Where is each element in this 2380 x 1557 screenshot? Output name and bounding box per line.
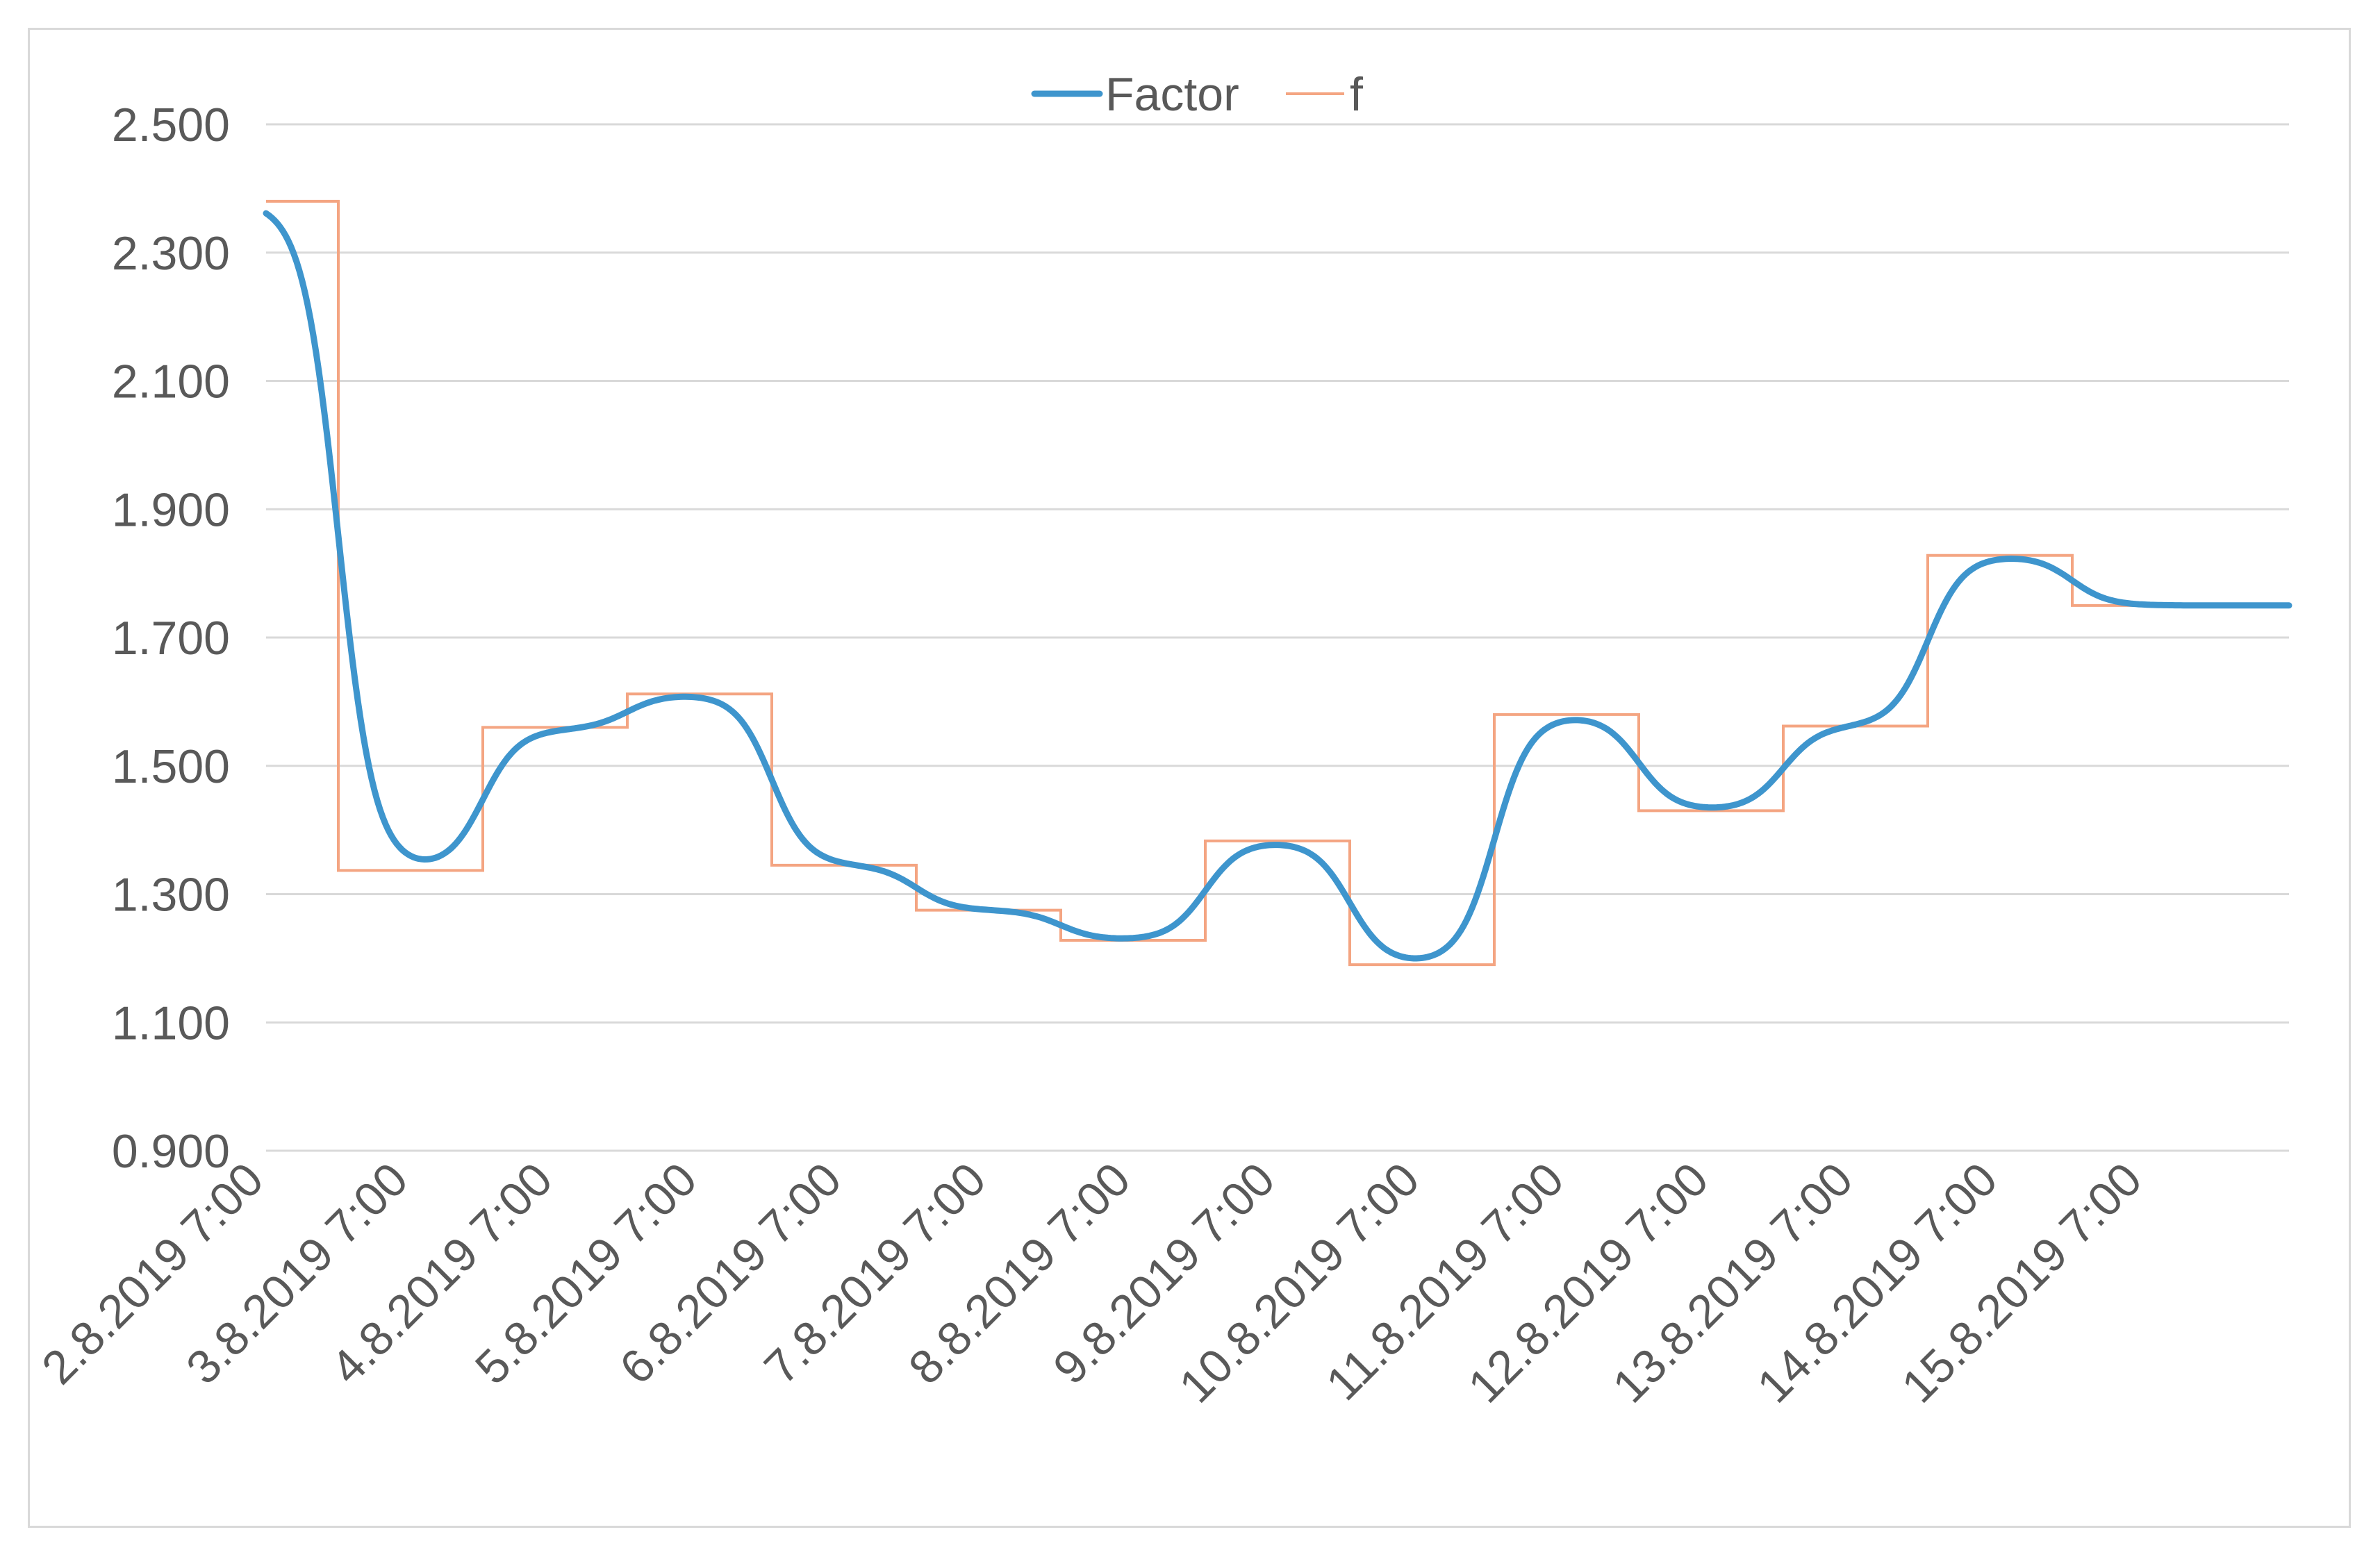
y-axis-tick-labels: 0.900 1.100 1.300 1.500 1.700 1.900 2.100 2.300… [112,99,230,1178]
series-lines [263,199,2292,967]
series-line-f [266,199,2289,967]
y-tick-label: 1.300 [112,869,230,922]
y-tick-label: 1.500 [112,740,230,793]
gridlines [266,123,2289,1152]
chart-svg: 0.900 1.100 1.300 1.500 1.700 1.900 2.100 2.300… [32,68,2292,1413]
y-tick-label: 2.300 [112,227,230,280]
y-tick-label: 0.900 [112,1125,230,1178]
chart-container: 0.900 1.100 1.300 1.500 1.700 1.900 2.100 2.300… [28,28,2351,1528]
y-tick-label: 2.100 [112,356,230,408]
x-axis-tick-labels: 2.8.2019 7:003.8.2019 7:004.8.2019 7:005… [32,1153,2152,1413]
legend-label-f: f [1350,68,1363,121]
legend: Factor f [1031,68,1363,121]
y-tick-label: 1.900 [112,483,230,536]
legend-label-factor: Factor [1105,68,1239,121]
y-tick-label: 1.100 [112,997,230,1049]
y-tick-label: 1.700 [112,612,230,665]
y-tick-label: 2.500 [112,99,230,151]
series-line-factor [263,210,2292,962]
